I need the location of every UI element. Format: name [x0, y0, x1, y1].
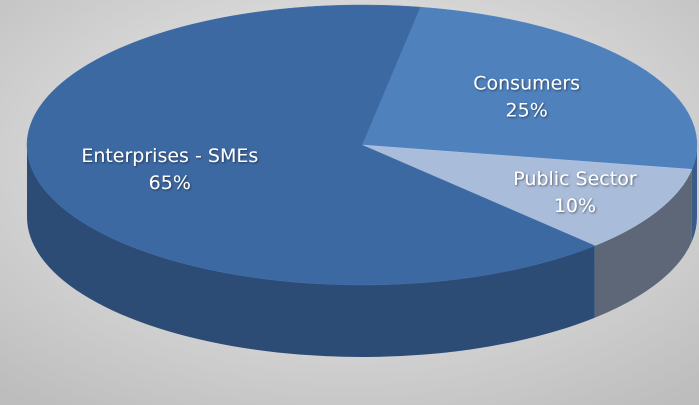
slice-label: Consumers [473, 72, 580, 94]
slice-value-label: 25% [506, 99, 548, 121]
slice-label: Public Sector [513, 168, 637, 190]
slice-side [691, 145, 697, 242]
slice [26, 4, 596, 286]
slice-value-label: 65% [149, 172, 191, 194]
slice-side [27, 145, 595, 358]
slice-side [594, 169, 692, 318]
slice-label: Enterprises - SMEs [81, 145, 258, 167]
slice [361, 6, 698, 170]
labels: Consumers 25% Public Sector 10% Enterprises … [81, 72, 637, 217]
pie-tops [26, 4, 698, 286]
slice-value-label: 10% [554, 195, 596, 217]
pie-sides [27, 145, 697, 358]
slice [361, 144, 693, 246]
